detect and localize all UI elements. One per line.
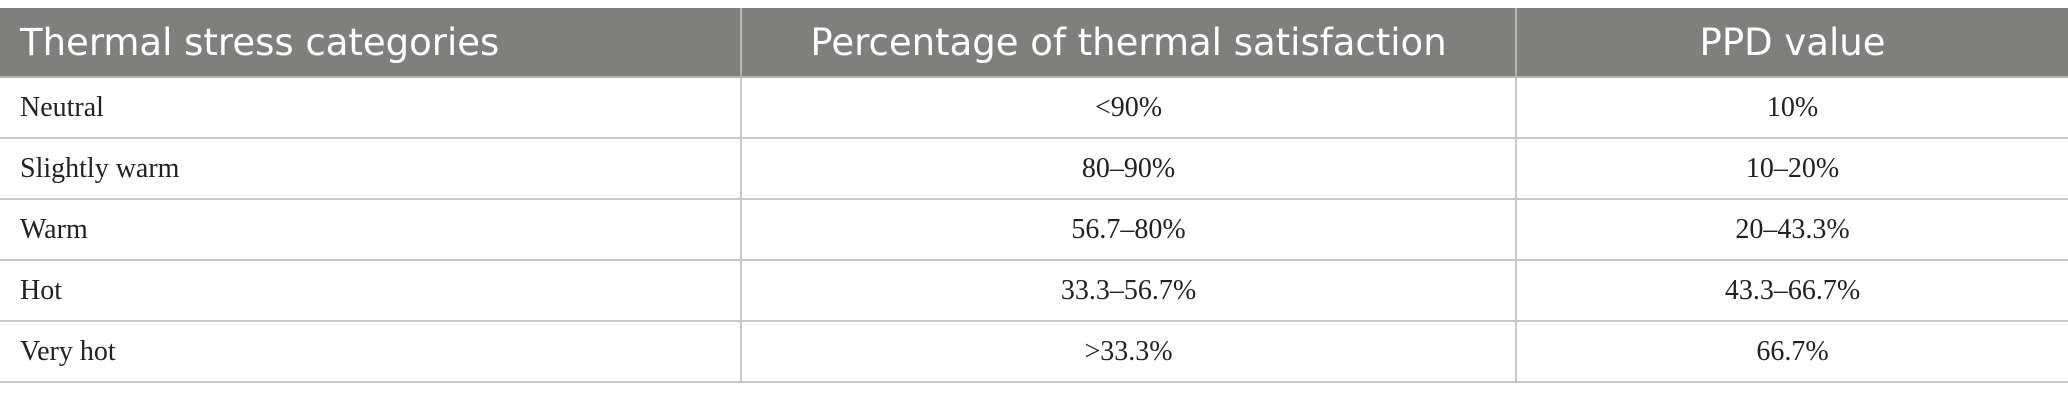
ppd-cell: 10%	[1516, 77, 2068, 139]
category-cell: Very hot	[0, 321, 742, 383]
satisfaction-cell: <90%	[741, 77, 1517, 139]
table-header: Thermal stress categories Percentage of …	[0, 8, 2068, 78]
header-ppd-value: PPD value	[1516, 8, 2068, 78]
header-thermal-stress-categories: Thermal stress categories	[0, 8, 742, 78]
ppd-cell: 66.7%	[1516, 321, 2068, 383]
table-row: Very hot >33.3% 66.7%	[0, 321, 2068, 383]
header-row: Thermal stress categories Percentage of …	[0, 8, 2068, 78]
table-row: Neutral <90% 10%	[0, 77, 2068, 139]
table-row: Slightly warm 80–90% 10–20%	[0, 138, 2068, 200]
header-percentage-thermal-satisfaction: Percentage of thermal satisfaction	[741, 8, 1517, 78]
category-cell: Warm	[0, 199, 742, 261]
ppd-cell: 10–20%	[1516, 138, 2068, 200]
satisfaction-cell: >33.3%	[741, 321, 1517, 383]
satisfaction-cell: 80–90%	[741, 138, 1517, 200]
thermal-stress-table-container: Thermal stress categories Percentage of …	[0, 8, 2068, 383]
thermal-stress-table: Thermal stress categories Percentage of …	[0, 8, 2068, 383]
ppd-cell: 43.3–66.7%	[1516, 260, 2068, 322]
table-row: Warm 56.7–80% 20–43.3%	[0, 199, 2068, 261]
ppd-cell: 20–43.3%	[1516, 199, 2068, 261]
category-cell: Slightly warm	[0, 138, 742, 200]
satisfaction-cell: 56.7–80%	[741, 199, 1517, 261]
category-cell: Hot	[0, 260, 742, 322]
table-body: Neutral <90% 10% Slightly warm 80–90% 10…	[0, 77, 2068, 383]
satisfaction-cell: 33.3–56.7%	[741, 260, 1517, 322]
table-row: Hot 33.3–56.7% 43.3–66.7%	[0, 260, 2068, 322]
category-cell: Neutral	[0, 77, 742, 139]
